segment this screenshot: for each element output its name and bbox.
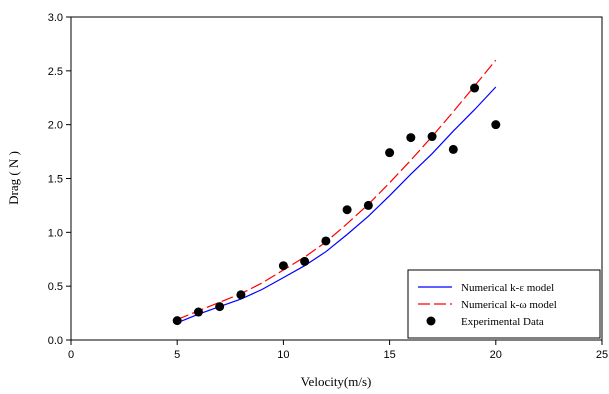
experimental-data-point	[342, 205, 352, 215]
experimental-data-point	[321, 236, 331, 246]
experimental-data-point	[278, 261, 288, 271]
series-layer	[172, 59, 501, 326]
experimental-data-point	[363, 200, 373, 210]
experimental-data-point	[427, 132, 437, 142]
x-axis-title: Velocity(m/s)	[301, 374, 372, 389]
y-axis-ticks: 0.0 0.5 1.0 1.5 2.0 2.5 3.0	[48, 12, 71, 347]
legend-box	[407, 269, 601, 339]
x-tick-label: 5	[174, 349, 180, 361]
experimental-data-point	[215, 302, 225, 312]
y-tick-label: 1.0	[48, 227, 63, 239]
k-epsilon-model-line	[176, 86, 497, 324]
k-omega-model-line	[176, 59, 497, 321]
legend: Numerical k-ε model Numerical k-ω model …	[407, 269, 601, 339]
x-tick-label: 0	[68, 349, 74, 361]
experimental-data-point	[406, 133, 416, 143]
y-tick-label: 2.5	[48, 66, 63, 78]
experimental-data-point	[300, 256, 310, 266]
x-axis-ticks: 0 5 10 15 20 25	[68, 340, 608, 361]
x-tick-label: 10	[277, 349, 289, 361]
y-axis-title: Drag ( N )	[6, 151, 21, 205]
y-tick-label: 1.5	[48, 174, 63, 186]
experimental-data-point	[448, 144, 458, 154]
experimental-data-point	[491, 120, 501, 130]
experimental-data-point	[470, 83, 480, 93]
y-tick-label: 3.0	[48, 12, 63, 24]
legend-label-k-epsilon: Numerical k-ε model	[461, 282, 554, 294]
legend-label-k-omega: Numerical k-ω model	[461, 299, 557, 311]
legend-swatch-experimental	[426, 316, 436, 326]
experimental-data-point	[236, 290, 246, 300]
y-tick-label: 2.0	[48, 120, 63, 132]
x-tick-label: 20	[490, 349, 502, 361]
y-tick-label: 0.5	[48, 281, 63, 293]
y-tick-label: 0.0	[48, 335, 63, 347]
experimental-data-point	[172, 316, 182, 326]
x-tick-label: 25	[596, 349, 608, 361]
x-tick-label: 15	[383, 349, 395, 361]
experimental-data-point	[385, 148, 395, 158]
experimental-data-point	[193, 307, 203, 317]
legend-label-experimental: Experimental Data	[461, 316, 544, 328]
